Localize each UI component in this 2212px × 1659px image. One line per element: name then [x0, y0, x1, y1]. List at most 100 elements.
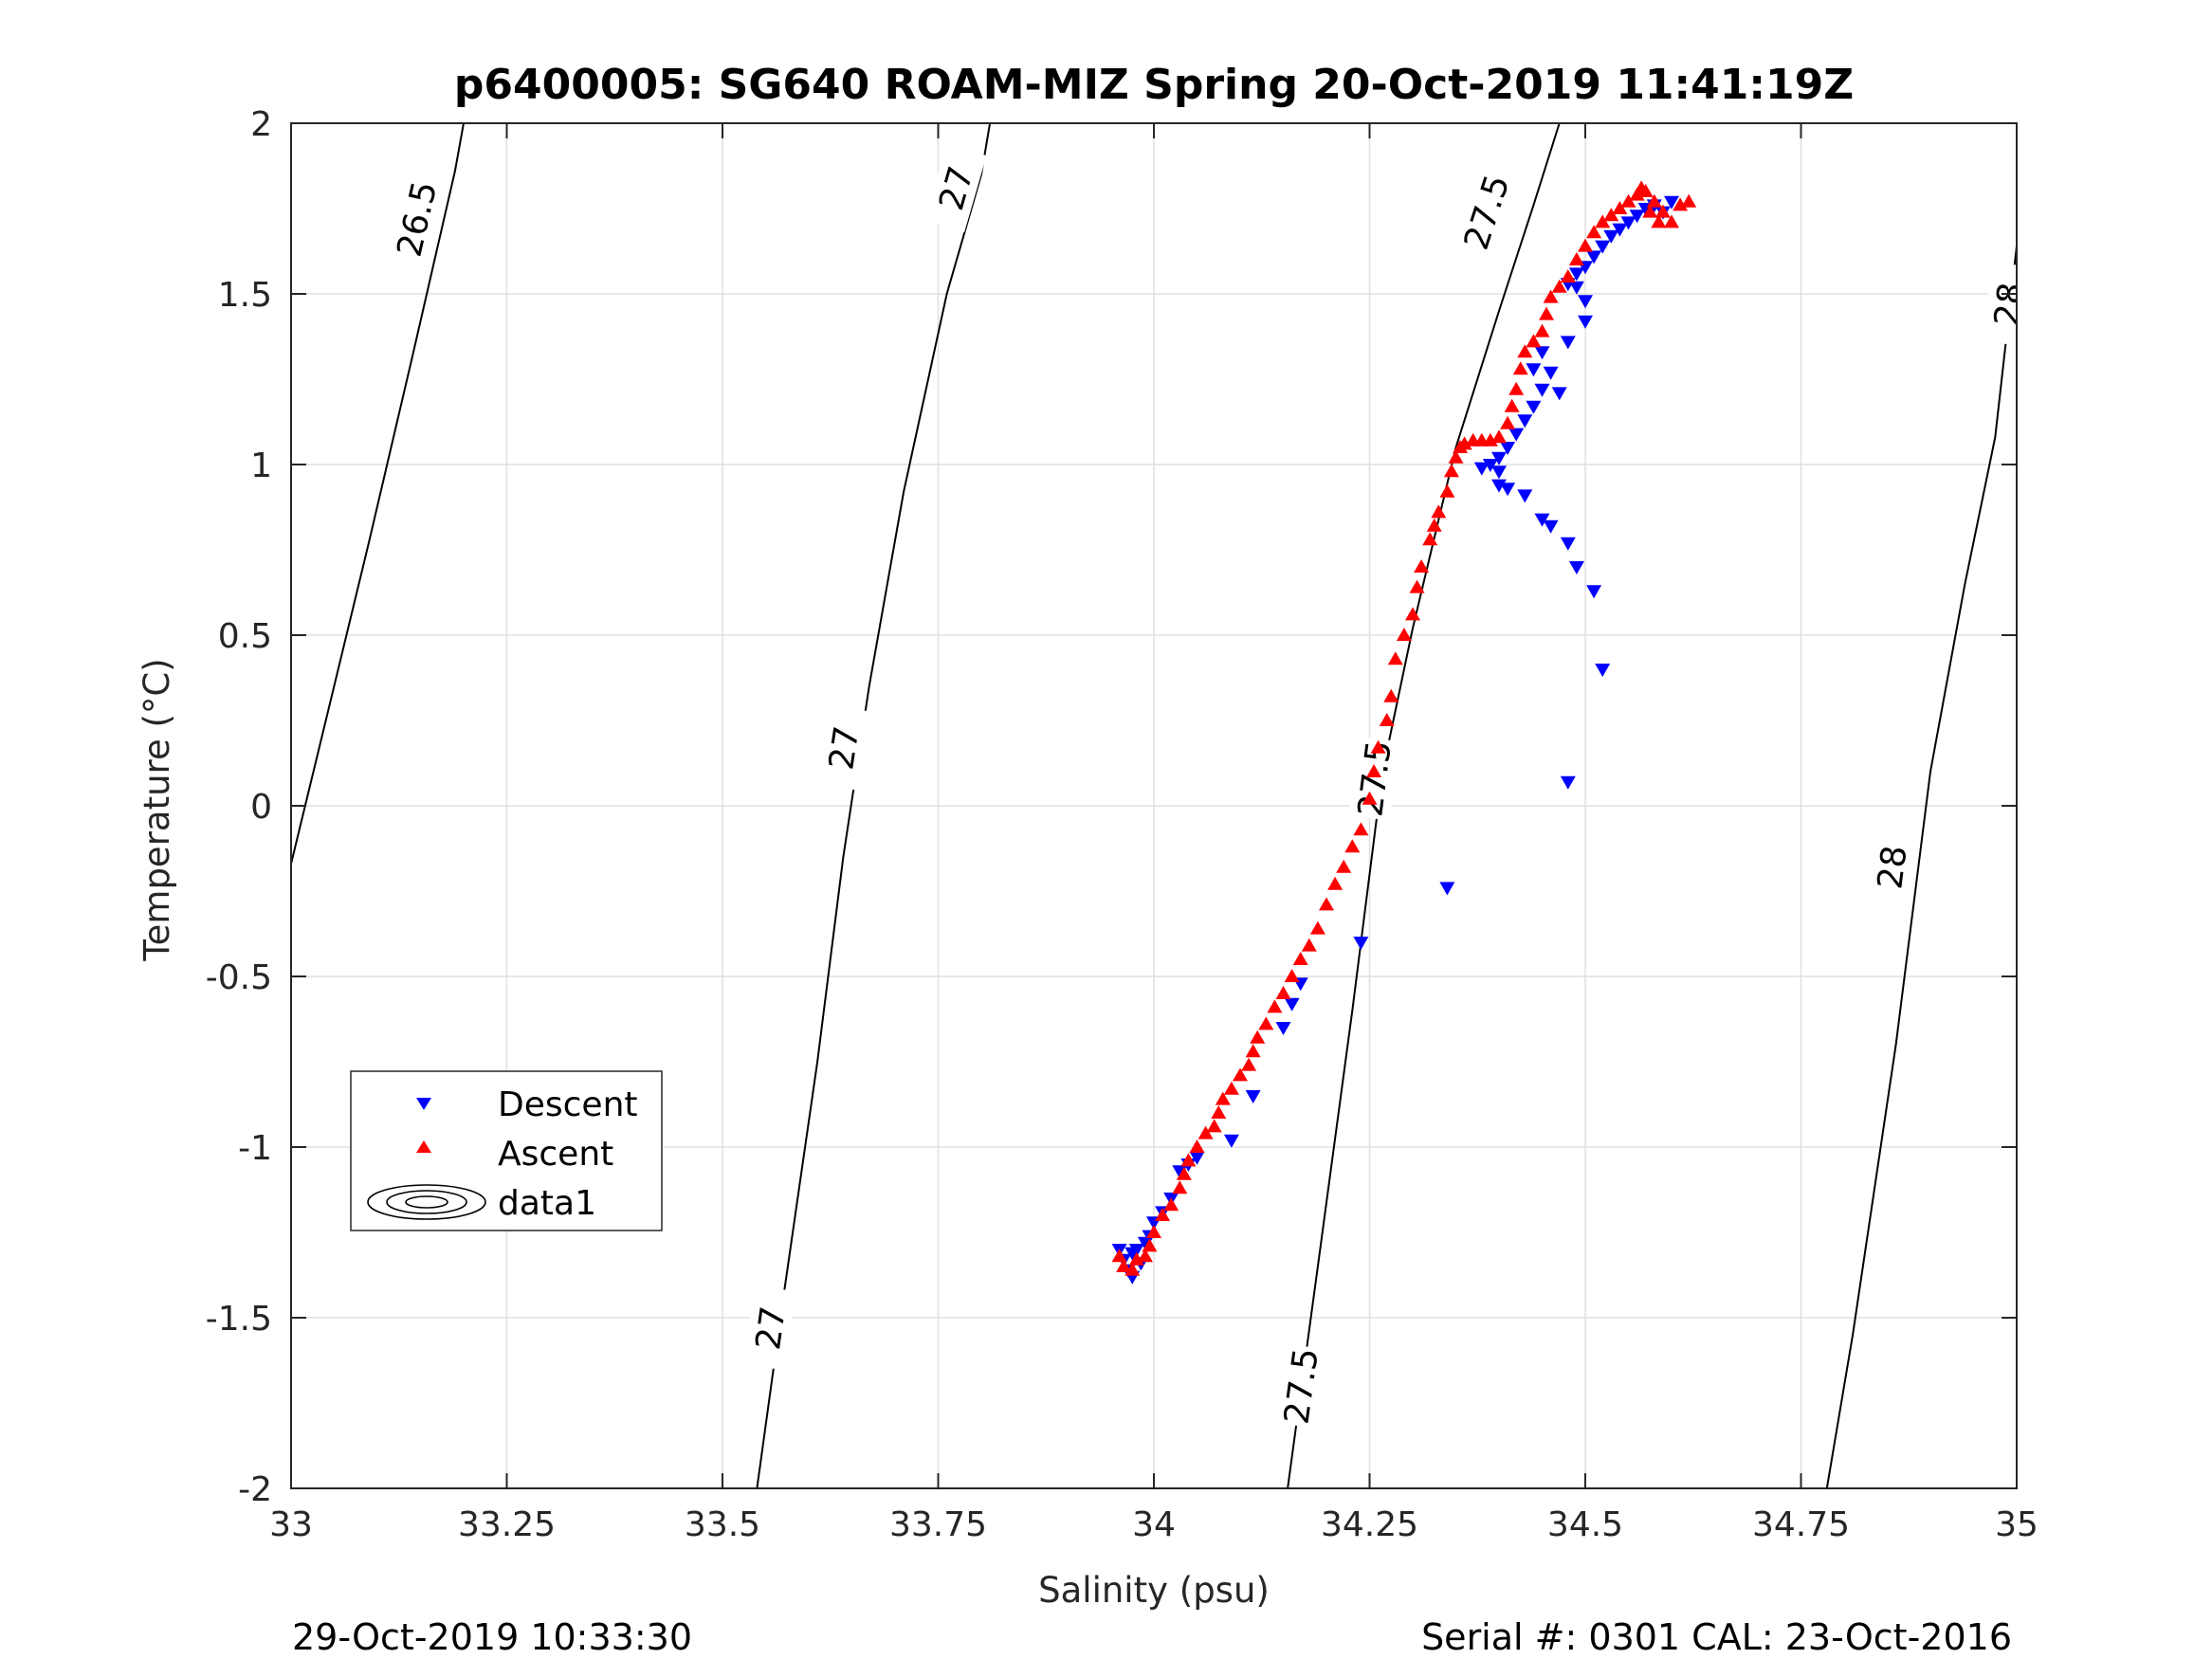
ascent-point [1163, 1197, 1179, 1212]
descent-point [1353, 937, 1369, 950]
descent-point [1526, 363, 1542, 377]
ascent-point [1634, 180, 1650, 194]
ascent-point [1500, 415, 1516, 429]
descent-point [1491, 451, 1507, 465]
contour-label-bg [387, 174, 446, 263]
ascent-point [1560, 269, 1576, 283]
x-tick-label: 34.5 [1547, 1505, 1623, 1544]
ascent-point [1651, 214, 1667, 228]
descent-point [1595, 664, 1611, 677]
ascent-point [1586, 225, 1602, 239]
y-tick-label: 0 [250, 788, 272, 827]
ascent-point [1172, 1180, 1188, 1194]
chart-title: p6400005: SG640 ROAM-MIZ Spring 20-Oct-2… [454, 61, 1854, 109]
ascent-point [1482, 432, 1498, 447]
x-tick-label: 35 [1995, 1505, 2038, 1544]
x-tick-label: 33.25 [458, 1505, 556, 1544]
descent-point [1500, 442, 1516, 455]
ascent-point [1137, 1249, 1153, 1263]
legend-ascent-marker [416, 1140, 431, 1153]
ascent-point [1301, 938, 1317, 952]
contour-label-group: 28 [1865, 825, 1918, 910]
ascent-point [1456, 436, 1472, 450]
x-tick-label: 33.5 [685, 1505, 760, 1544]
contour-label-group: 27 [816, 704, 870, 791]
legend-ascent-label: Ascent [498, 1135, 613, 1174]
contour-label-27: 27 [749, 1304, 794, 1352]
ascent-point [1646, 193, 1662, 208]
contour-label-bg [923, 143, 987, 232]
contour-label-group: 27 [743, 1285, 796, 1371]
ascent-point [1250, 1030, 1266, 1044]
ascent-point [1327, 876, 1344, 890]
descent-point [1629, 210, 1645, 224]
ascent-point [1508, 381, 1525, 395]
legend-contour-icon [367, 1184, 486, 1220]
ascent-point [1258, 1016, 1274, 1030]
descent-point [1586, 250, 1602, 264]
contour-label-bg [1348, 736, 1400, 821]
contour-label-bg [1274, 1343, 1327, 1429]
ascent-point [1370, 739, 1386, 754]
descent-point [1560, 336, 1576, 350]
ascent-point [1206, 1119, 1222, 1133]
ascent-point [1448, 449, 1464, 464]
footer-serial-cal: Serial #: 0301 CAL: 23-Oct-2016 [1421, 1616, 2012, 1658]
y-tick-label: -0.5 [206, 958, 272, 997]
contour-label-group: 28 [1983, 262, 2017, 346]
descent-point [1128, 1244, 1144, 1257]
legend: Descent Ascent data1 [350, 1070, 663, 1231]
descent-point [1560, 775, 1576, 790]
ascent-point [1245, 1044, 1261, 1058]
descent-point [1189, 1151, 1205, 1165]
ascent-point [1353, 822, 1369, 836]
ascent-point [1275, 986, 1291, 999]
ascent-point [1539, 306, 1555, 320]
x-tick-label: 33 [269, 1505, 313, 1544]
descent-point [1586, 585, 1602, 599]
ascent-point [1267, 999, 1283, 1013]
ascent-point [1344, 839, 1361, 853]
contour-label-bg [1453, 167, 1519, 257]
contour-label-bg [1983, 262, 2017, 346]
ascent-point [1409, 579, 1425, 593]
x-tick-label: 34 [1132, 1505, 1176, 1544]
ascent-point [1116, 1259, 1132, 1272]
ascent-point [1292, 952, 1308, 965]
descent-point [1526, 400, 1542, 414]
y-tick-label: -1 [238, 1129, 272, 1168]
ascent-point [1595, 214, 1611, 228]
legend-box [350, 1070, 663, 1231]
contour-line-26.5 [291, 123, 465, 865]
contour-line-27 [756, 123, 992, 1488]
ascent-point [1211, 1105, 1227, 1119]
ascent-point [1578, 238, 1593, 252]
descent-point [1560, 537, 1576, 551]
ascent-point [1233, 1067, 1248, 1082]
ascent-point [1543, 289, 1559, 303]
ascent-point [1309, 921, 1325, 935]
y-tick-label: 0.5 [218, 617, 272, 656]
contour-label-28: 28 [1871, 844, 1914, 892]
descent-point [1620, 216, 1636, 230]
ascent-point [1366, 764, 1382, 777]
legend-data1-label: data1 [498, 1184, 596, 1223]
ascent-point [1336, 859, 1352, 873]
y-tick-label: -1.5 [206, 1300, 272, 1339]
contour-label-bg [816, 704, 870, 791]
ascent-point [1673, 197, 1689, 211]
descent-point [1508, 428, 1525, 442]
ascent-point [1155, 1208, 1171, 1221]
descent-point [1568, 281, 1584, 295]
descent-point [1275, 1022, 1291, 1035]
contour-label-27: 27 [822, 723, 867, 772]
ascent-point [1284, 969, 1300, 982]
ascent-point [1405, 607, 1420, 621]
ascent-point [1319, 897, 1334, 911]
ascent-point [1664, 214, 1679, 228]
contour-label-bg [743, 1285, 796, 1371]
descent-point [1543, 520, 1559, 534]
contour-label-bg [1865, 825, 1918, 910]
